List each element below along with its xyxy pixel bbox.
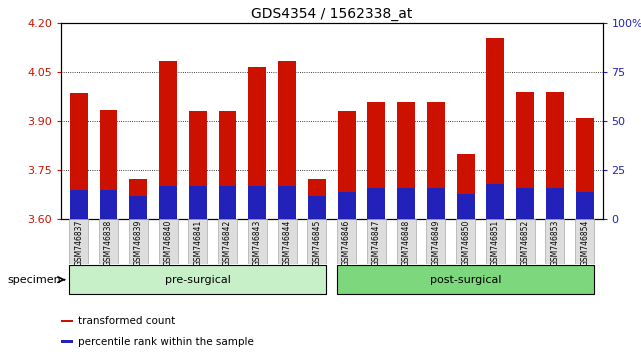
Text: GSM746846: GSM746846 <box>342 219 351 266</box>
Bar <box>486 219 505 264</box>
Text: post-surgical: post-surgical <box>430 275 501 285</box>
Bar <box>427 188 445 219</box>
Bar <box>219 112 237 219</box>
Text: percentile rank within the sample: percentile rank within the sample <box>78 337 254 347</box>
Text: GSM746842: GSM746842 <box>223 219 232 266</box>
Bar <box>99 219 118 264</box>
Bar <box>189 186 206 219</box>
Bar <box>426 219 445 264</box>
Text: GSM746845: GSM746845 <box>312 219 321 266</box>
Bar <box>456 219 475 264</box>
Text: pre-surgical: pre-surgical <box>165 275 231 285</box>
Bar <box>516 188 534 219</box>
Bar <box>516 92 534 219</box>
Bar <box>159 61 177 219</box>
Bar <box>546 92 564 219</box>
Bar <box>129 219 148 264</box>
Bar <box>249 67 266 219</box>
Text: transformed count: transformed count <box>78 316 176 326</box>
Bar <box>576 118 594 219</box>
Bar <box>70 93 88 219</box>
Bar <box>308 178 326 219</box>
Text: GSM746851: GSM746851 <box>491 219 500 266</box>
Text: GSM746850: GSM746850 <box>461 219 470 266</box>
Bar <box>307 219 326 264</box>
Bar <box>61 340 73 343</box>
Bar <box>545 219 565 264</box>
Bar <box>218 219 237 264</box>
Bar <box>308 196 326 219</box>
Text: specimen: specimen <box>8 275 61 285</box>
Bar <box>338 192 356 219</box>
Bar <box>427 102 445 219</box>
Text: GSM746847: GSM746847 <box>372 219 381 266</box>
Bar <box>278 186 296 219</box>
Bar <box>397 102 415 219</box>
Bar <box>397 219 415 264</box>
Bar <box>278 61 296 219</box>
Bar <box>397 188 415 219</box>
Bar <box>219 186 237 219</box>
Text: GSM746844: GSM746844 <box>283 219 292 266</box>
Bar <box>575 219 594 264</box>
Bar <box>69 266 326 294</box>
Bar <box>248 219 267 264</box>
Title: GDS4354 / 1562338_at: GDS4354 / 1562338_at <box>251 7 412 21</box>
Text: GSM746840: GSM746840 <box>163 219 172 266</box>
Text: GSM746841: GSM746841 <box>194 219 203 266</box>
Bar <box>576 192 594 219</box>
Text: GSM746848: GSM746848 <box>402 219 411 266</box>
Bar <box>367 102 385 219</box>
Bar <box>129 196 147 219</box>
Text: GSM746849: GSM746849 <box>431 219 440 266</box>
Bar <box>546 188 564 219</box>
Bar <box>129 178 147 219</box>
Bar <box>456 154 474 219</box>
Bar <box>278 219 297 264</box>
Bar <box>61 320 73 322</box>
Bar <box>337 266 594 294</box>
Bar <box>456 194 474 219</box>
Bar <box>159 186 177 219</box>
Bar <box>515 219 535 264</box>
Bar <box>188 219 207 264</box>
Bar <box>249 186 266 219</box>
Text: GSM746853: GSM746853 <box>551 219 560 266</box>
Bar <box>487 184 504 219</box>
Bar <box>367 219 386 264</box>
Bar <box>189 112 206 219</box>
Bar <box>99 190 117 219</box>
Bar <box>99 110 117 219</box>
Text: GSM746843: GSM746843 <box>253 219 262 266</box>
Bar <box>69 219 88 264</box>
Text: GSM746838: GSM746838 <box>104 219 113 266</box>
Bar <box>487 38 504 219</box>
Bar <box>367 188 385 219</box>
Text: GSM746837: GSM746837 <box>74 219 83 266</box>
Text: GSM746839: GSM746839 <box>134 219 143 266</box>
Bar <box>70 190 88 219</box>
Text: GSM746854: GSM746854 <box>580 219 589 266</box>
Bar <box>337 219 356 264</box>
Bar <box>158 219 178 264</box>
Text: GSM746852: GSM746852 <box>520 219 529 266</box>
Bar <box>338 112 356 219</box>
